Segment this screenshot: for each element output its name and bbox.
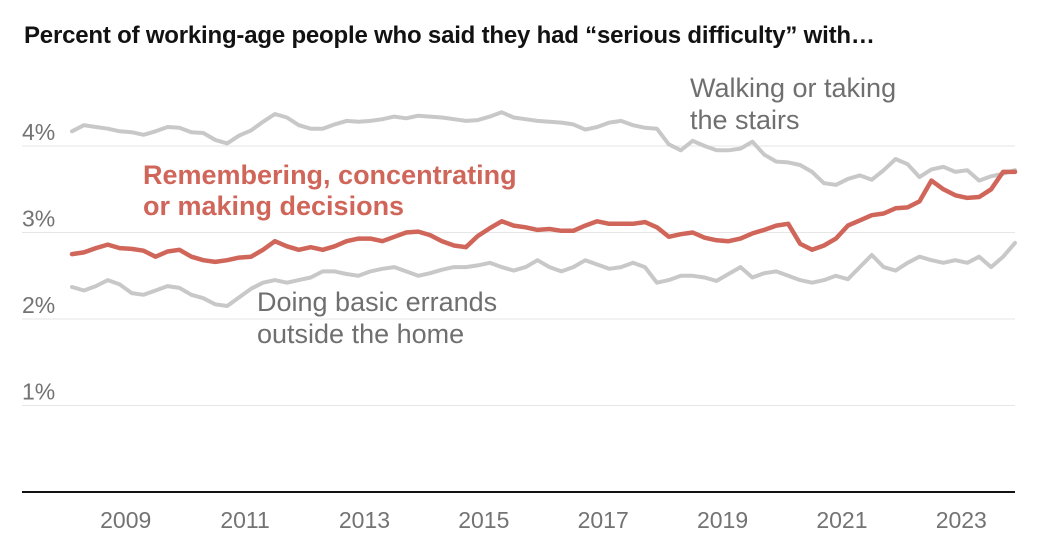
- y-tick-label: 2%: [22, 292, 55, 318]
- series-line-1: [69, 169, 1018, 265]
- y-tick-label: 4%: [22, 119, 55, 145]
- series-line-0: [70, 110, 1017, 187]
- series-line-2: [70, 240, 1017, 308]
- y-axis-labels: 1% 2% 3% 4%: [22, 119, 55, 405]
- x-tick-label: 2009: [100, 507, 151, 533]
- x-tick-label: 2017: [578, 507, 629, 533]
- gridlines: [22, 145, 1015, 406]
- series-lines: [69, 110, 1018, 308]
- x-axis-labels: 2009 2011 2013 2015 2017 2019 2021 2023: [100, 507, 987, 533]
- x-tick-label: 2019: [697, 507, 748, 533]
- chart-title: Percent of working-age people who said t…: [24, 22, 875, 49]
- series-label-remembering: Remembering, concentrating or making deci…: [143, 160, 517, 221]
- x-tick-label: 2021: [816, 507, 867, 533]
- series-label-walking: Walking or taking the stairs: [690, 73, 896, 135]
- y-tick-label: 1%: [22, 379, 55, 405]
- x-tick-label: 2011: [220, 507, 269, 533]
- x-tick-label: 2015: [458, 507, 509, 533]
- y-tick-label: 3%: [22, 206, 55, 232]
- series-label-errands: Doing basic errands outside the home: [257, 287, 497, 349]
- x-tick-label: 2013: [339, 507, 390, 533]
- x-tick-label: 2023: [936, 507, 987, 533]
